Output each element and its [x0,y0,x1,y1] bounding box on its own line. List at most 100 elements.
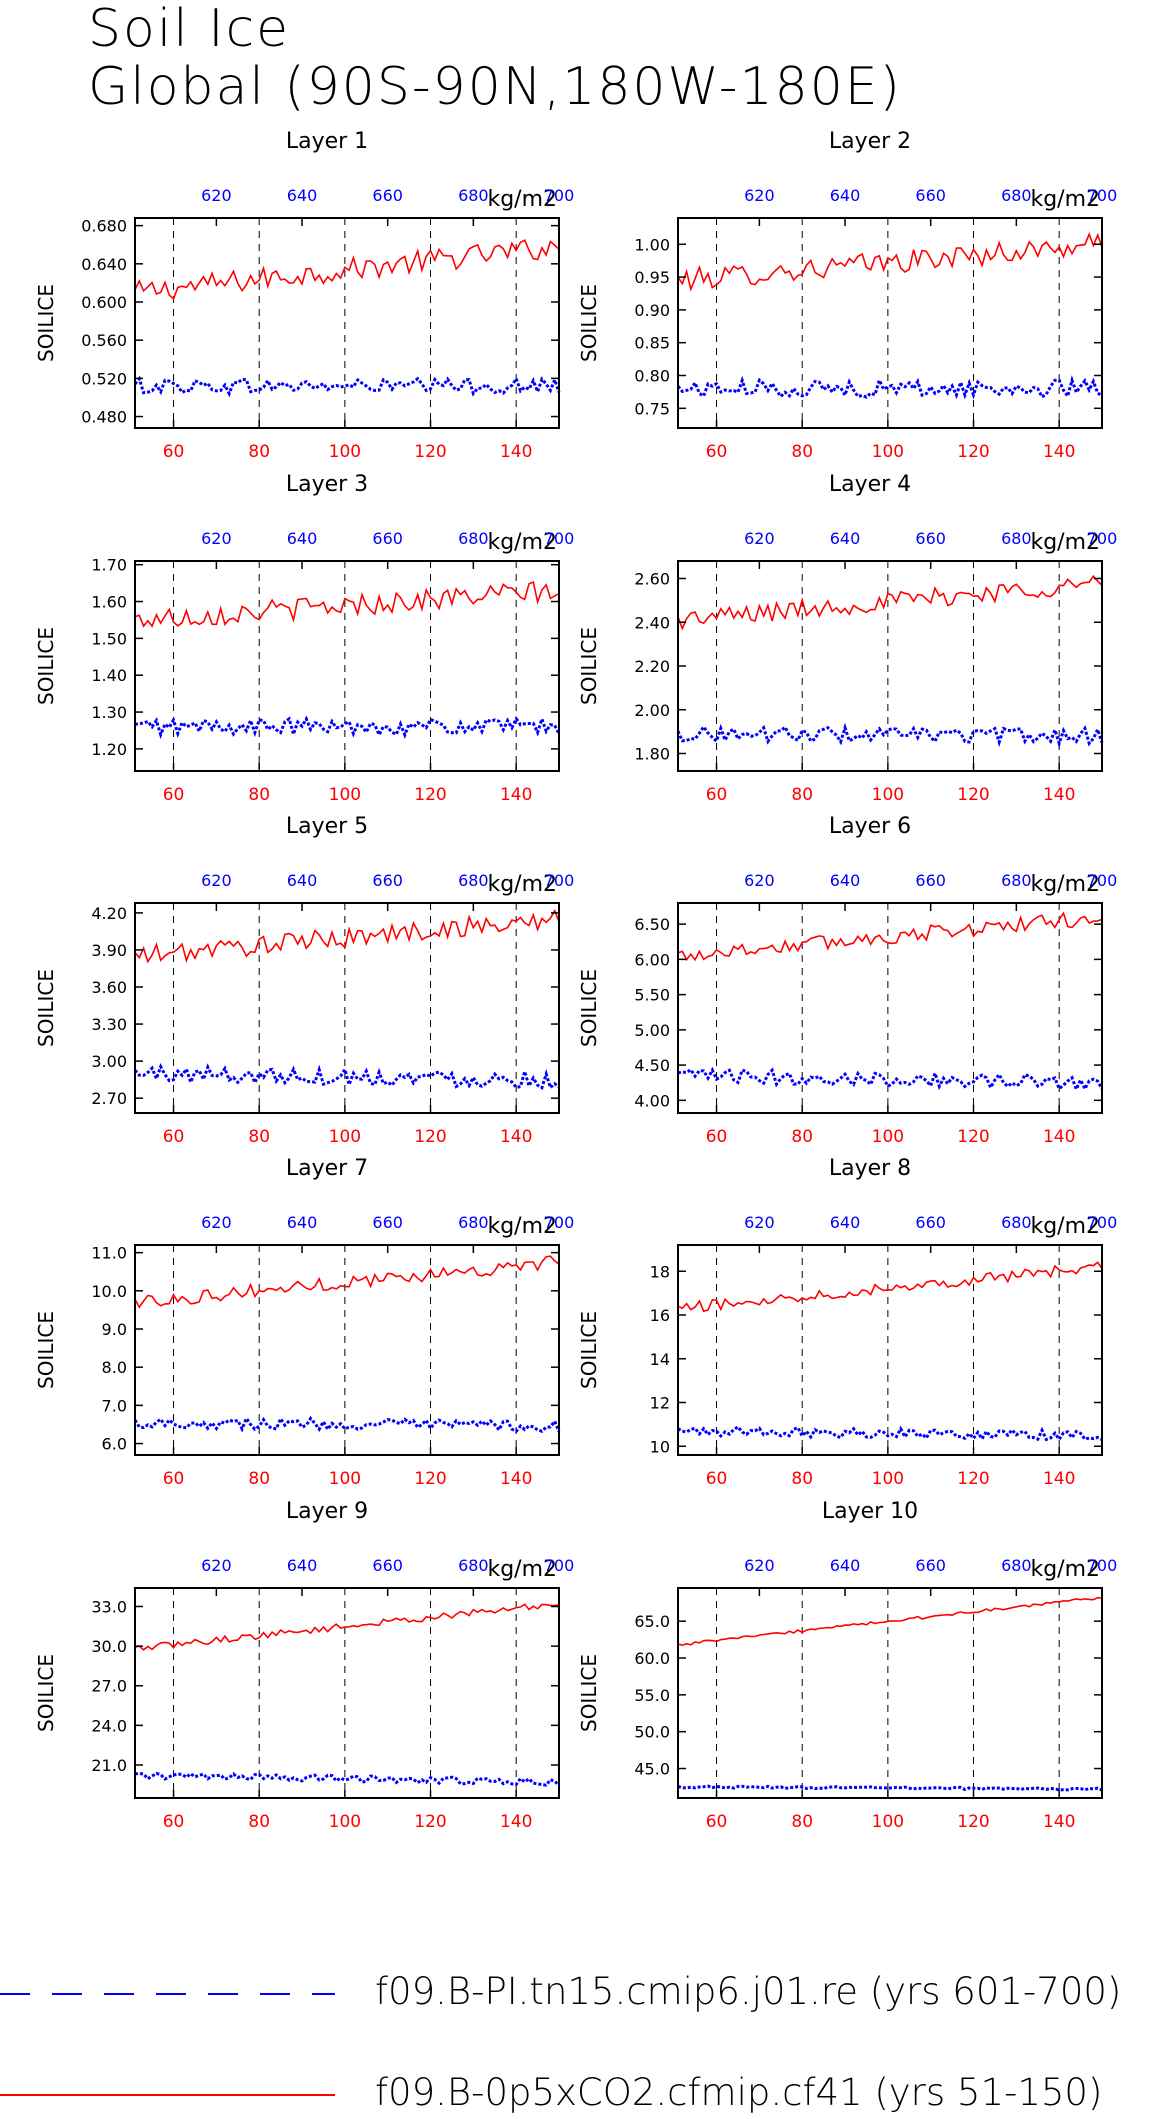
plot-frame [677,902,1103,1114]
x-tick-label-top: 700 [1087,186,1118,205]
y-tick-label: 2.60 [634,570,670,589]
y-tick-label: 55.0 [634,1686,670,1705]
y-axis-label: SOILICE [34,1654,58,1732]
units-label: kg/m2 [1030,1214,1100,1239]
x-tick-label-top: 640 [287,529,318,548]
x-tick-label-top: 680 [1001,1556,1032,1575]
y-tick-label: 0.560 [81,331,127,350]
x-tick-label-top: 680 [458,186,489,205]
x-tick-label-bottom: 100 [329,785,361,805]
y-axis-label: SOILICE [577,627,601,705]
y-tick-label: 6.50 [634,915,670,934]
panel-title: Layer 4 [829,472,911,497]
y-tick-label: 1.50 [91,629,127,648]
series-line-control [677,1066,1104,1094]
y-axis-label: SOILICE [577,284,601,362]
series-line-experiment [134,239,560,301]
y-axis-label: SOILICE [577,1311,601,1389]
panel-title: Layer 7 [286,1156,368,1181]
x-tick-label-bottom: 100 [329,442,361,462]
y-tick-label: 60.0 [634,1649,670,1668]
x-tick-label-bottom: 120 [414,1127,446,1147]
x-tick-label-bottom: 120 [414,1469,446,1489]
units-label: kg/m2 [1030,187,1100,212]
legend-label-experiment: f09.B-0p5xCO2.cfmip.cf41 (yrs 51-150) [375,2071,1103,2114]
panel-title: Layer 2 [829,129,911,154]
x-tick-label-bottom: 140 [500,785,532,805]
series-line-control [676,722,1104,749]
x-tick-label-top: 700 [544,186,575,205]
y-tick-label: 3.60 [91,978,127,997]
x-tick-label-bottom: 120 [414,785,446,805]
x-tick-label-top: 620 [744,871,775,890]
x-tick-label-bottom: 60 [706,1812,728,1832]
y-tick-label: 10.0 [91,1282,127,1301]
y-tick-label: 14 [650,1350,670,1369]
y-tick-label: 2.40 [634,613,670,632]
title-line-1: Soil Ice [88,0,291,59]
x-tick-label-top: 660 [915,1213,946,1232]
x-tick-label-bottom: 140 [1043,1812,1075,1832]
series-line-control [134,1771,561,1787]
x-tick-label-top: 680 [458,1556,489,1575]
x-tick-label-bottom: 140 [500,442,532,462]
legend-label-control: f09.B-PI.tn15.cmip6.j01.re (yrs 601-700) [375,1970,1122,2013]
x-tick-label-bottom: 140 [1043,1127,1075,1147]
series-line-experiment [134,908,560,964]
y-tick-label: 1.40 [91,666,127,685]
plot-frame [134,902,560,1114]
panel-title: Layer 3 [286,472,368,497]
y-tick-label: 10 [650,1437,670,1456]
series-line-experiment [134,581,560,628]
y-tick-label: 0.85 [634,334,670,353]
units-label: kg/m2 [1030,530,1100,555]
x-tick-label-bottom: 120 [957,1469,989,1489]
x-tick-label-bottom: 80 [248,1812,270,1832]
y-tick-label: 11.0 [91,1244,127,1263]
y-tick-label: 1.20 [91,740,127,759]
x-tick-label-bottom: 60 [706,442,728,462]
x-tick-label-bottom: 140 [1043,785,1075,805]
y-axis-label: SOILICE [34,969,58,1047]
y-tick-label: 33.0 [91,1597,127,1616]
x-tick-label-top: 680 [1001,871,1032,890]
y-tick-label: 0.80 [634,367,670,386]
x-tick-label-bottom: 100 [329,1812,361,1832]
plot-frame [134,1244,560,1456]
chart-panels: Layer 1 kg/m2 0.480 0.520 0.560 0.600 0.640 0.6… [34,129,1118,1832]
x-tick-label-top: 620 [744,1213,775,1232]
x-tick-label-bottom: 120 [957,785,989,805]
x-tick-label-top: 620 [744,186,775,205]
y-tick-label: 0.640 [81,255,127,274]
series-line-experiment [677,574,1103,631]
panel-title: Layer 5 [286,814,368,839]
x-tick-label-bottom: 80 [791,442,813,462]
x-tick-label-bottom: 120 [414,1812,446,1832]
y-tick-label: 3.30 [91,1015,127,1034]
series-line-control [134,714,561,740]
y-tick-label: 1.70 [91,556,127,575]
y-tick-label: 1.00 [634,235,670,254]
x-tick-label-top: 660 [372,186,403,205]
y-tick-label: 27.0 [91,1677,127,1696]
plot-frame [134,1587,560,1799]
x-tick-label-top: 640 [287,186,318,205]
y-tick-label: 0.680 [81,217,127,236]
y-tick-label: 2.00 [634,701,670,720]
units-label: kg/m2 [1030,872,1100,897]
y-tick-label: 1.30 [91,703,127,722]
y-tick-label: 0.90 [634,301,670,320]
units-label: kg/m2 [1030,1557,1100,1582]
x-tick-label-bottom: 80 [248,785,270,805]
series-line-control [676,375,1103,400]
x-tick-label-top: 700 [544,871,575,890]
y-tick-label: 0.600 [81,293,127,312]
panel-title: Layer 6 [829,814,911,839]
x-tick-label-bottom: 140 [500,1812,532,1832]
units-label: kg/m2 [487,1557,557,1582]
y-tick-label: 6.00 [634,950,670,969]
x-tick-label-bottom: 100 [329,1127,361,1147]
x-tick-label-top: 660 [372,871,403,890]
x-tick-label-bottom: 60 [706,1469,728,1489]
x-tick-label-top: 700 [1087,1556,1118,1575]
